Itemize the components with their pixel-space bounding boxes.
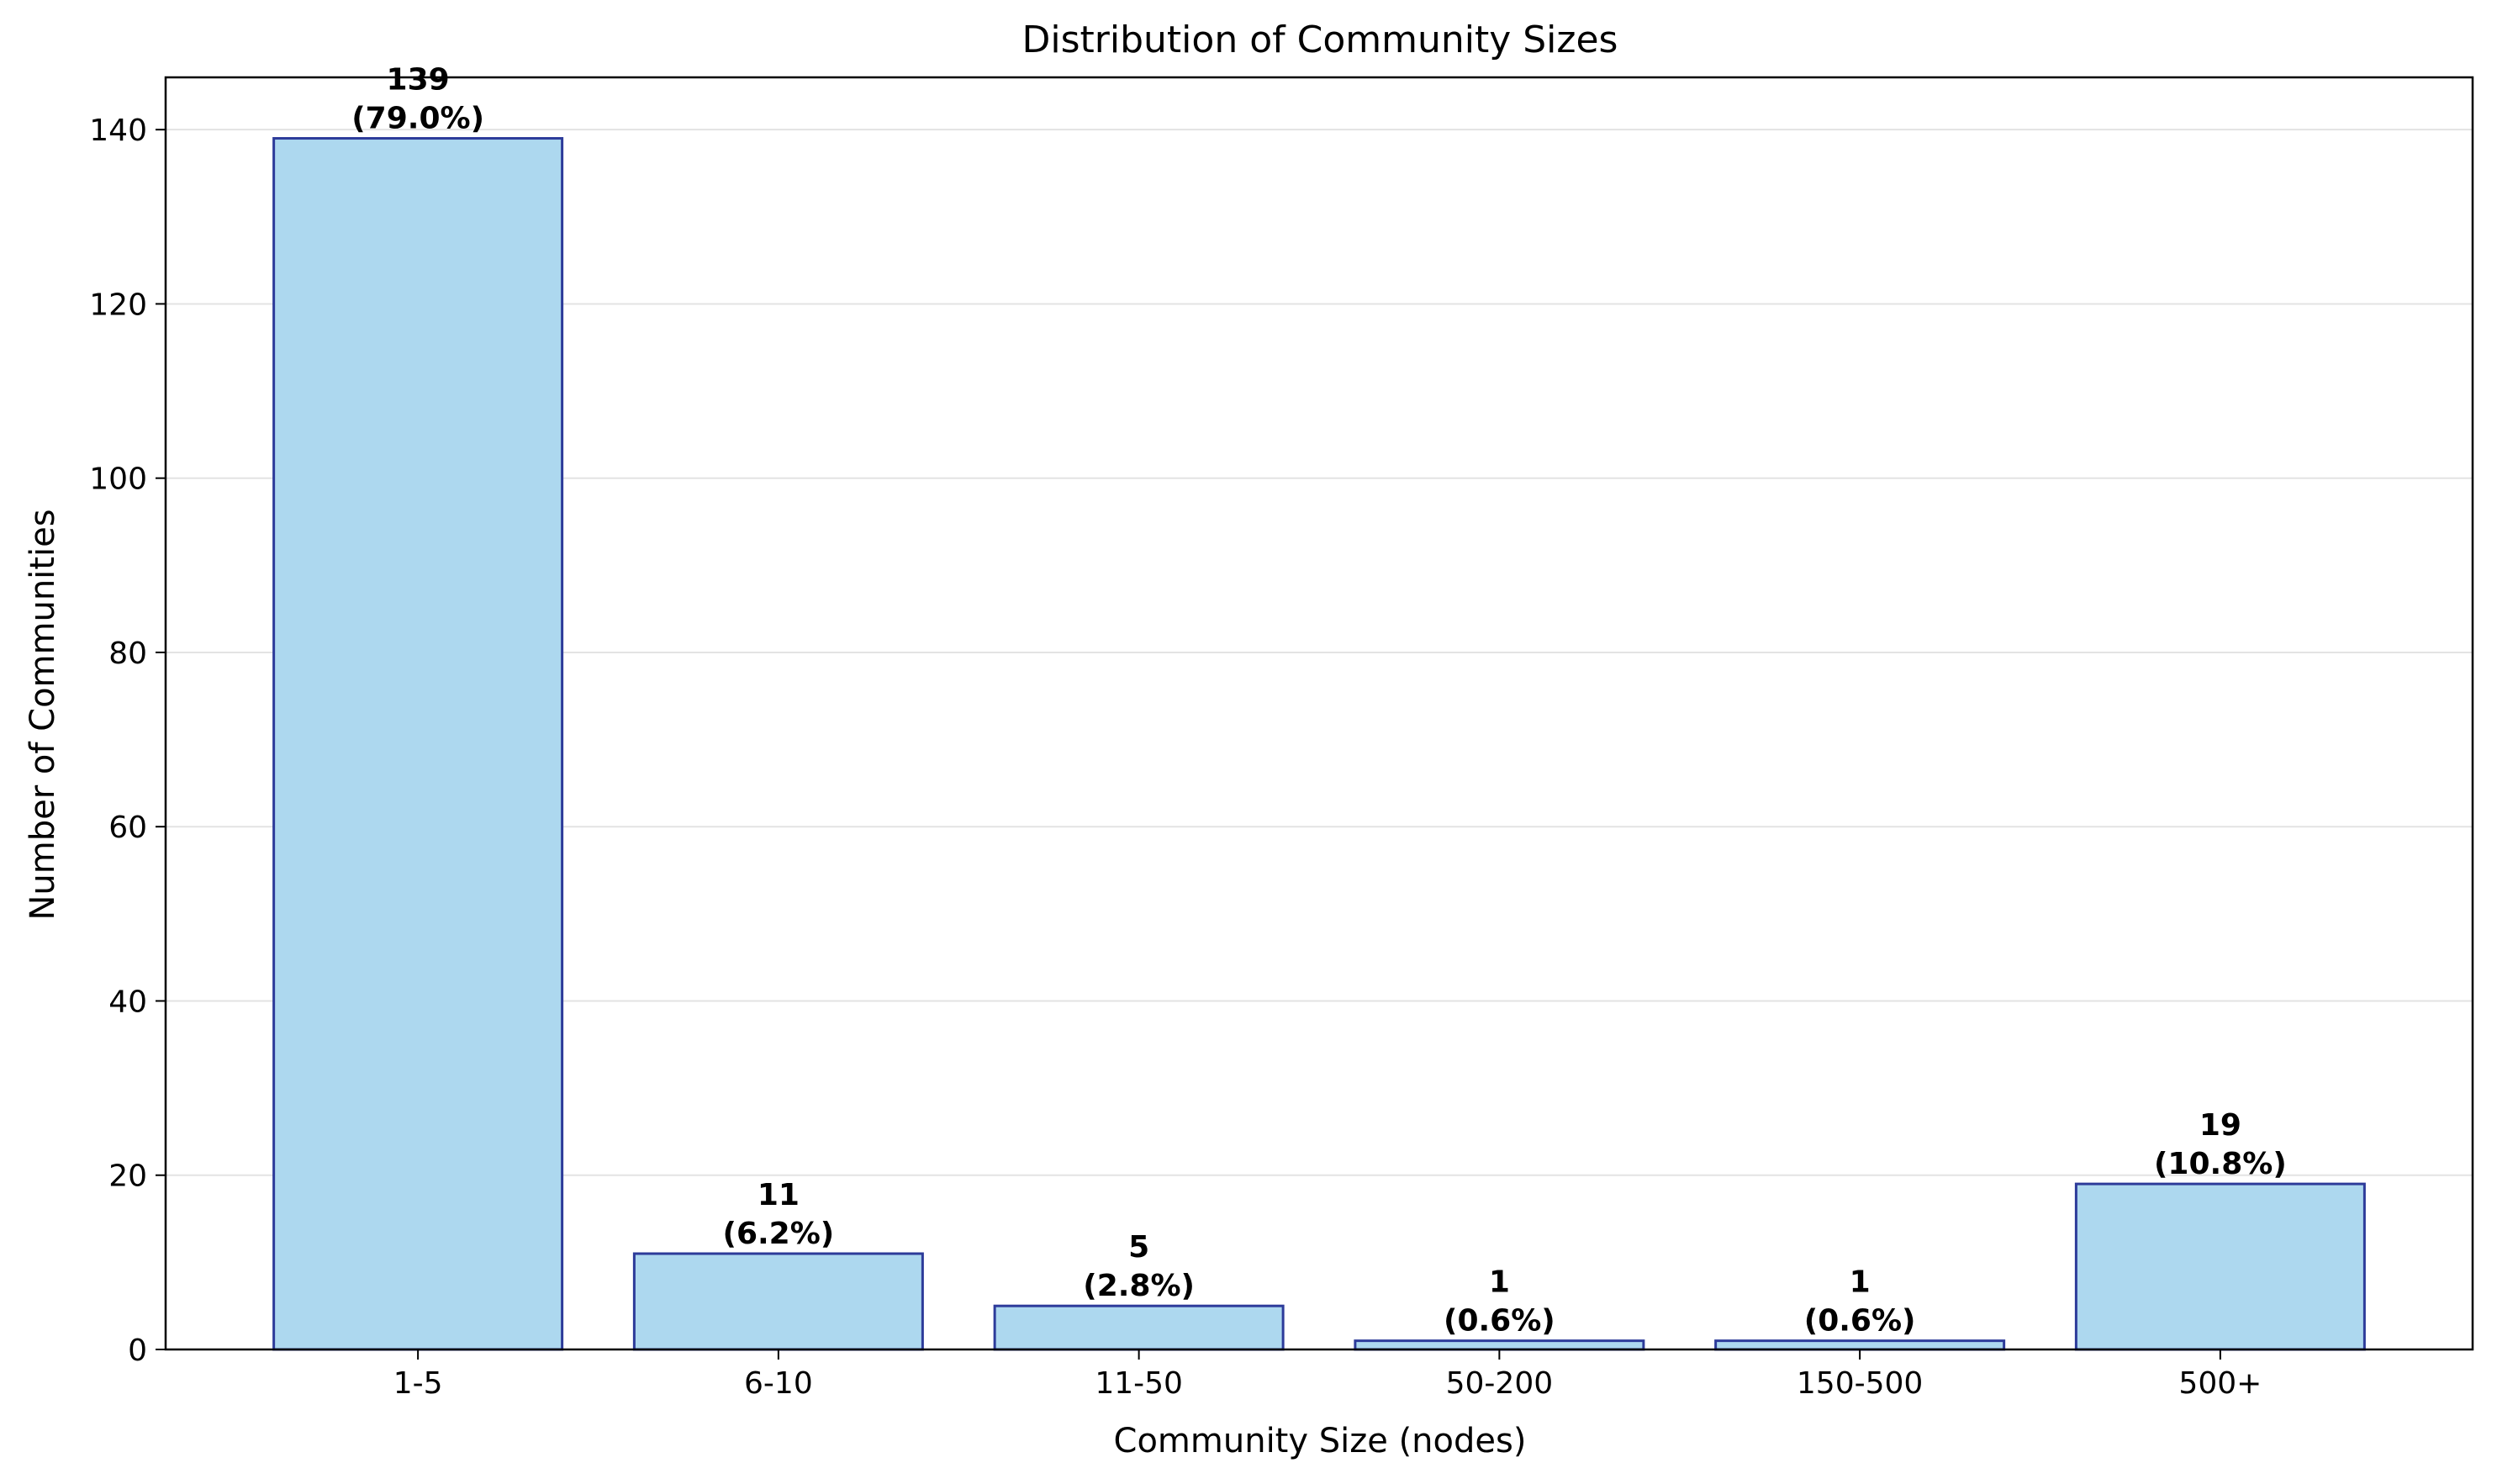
y-tick-label: 100 bbox=[89, 462, 147, 497]
bar-value-label: 1 bbox=[1489, 1265, 1510, 1300]
bar-value-label: 139 bbox=[387, 63, 450, 98]
bar bbox=[993, 1304, 1285, 1351]
bar-value-label: 5 bbox=[1128, 1230, 1149, 1265]
bar bbox=[2074, 1182, 2366, 1351]
bar-percent-label: (0.6%) bbox=[1444, 1304, 1555, 1339]
y-tick-label: 60 bbox=[108, 811, 147, 845]
bar-value-label: 1 bbox=[1850, 1265, 1871, 1300]
y-tick-label: 0 bbox=[128, 1333, 147, 1368]
x-tick-label: 6-10 bbox=[744, 1366, 813, 1401]
plot-frame bbox=[164, 76, 2474, 1351]
x-tick-label: 500+ bbox=[2178, 1366, 2262, 1401]
bars bbox=[272, 137, 2366, 1351]
bar bbox=[1354, 1339, 1645, 1351]
y-tick-label: 140 bbox=[89, 114, 147, 148]
y-tick-label: 120 bbox=[89, 288, 147, 322]
bar-value-labels: 139 (79.0%) 11 (6.2%) 5 (2.8%) 1 (0.6%) 1 (0.6%) 1… bbox=[351, 63, 2287, 1339]
y-tick-label: 40 bbox=[108, 985, 147, 1019]
x-tick-label: 11-50 bbox=[1095, 1366, 1183, 1401]
bar-percent-label: (0.6%) bbox=[1804, 1304, 1916, 1339]
chart-title: Distribution of Community Sizes bbox=[1022, 18, 1618, 61]
x-tick-label: 50-200 bbox=[1446, 1366, 1554, 1401]
bar bbox=[272, 137, 564, 1351]
bar-percent-label: (79.0%) bbox=[351, 102, 484, 136]
y-tick-label: 80 bbox=[108, 636, 147, 671]
bar-value-label: 19 bbox=[2199, 1108, 2241, 1143]
bar bbox=[632, 1252, 924, 1351]
bar-value-label: 11 bbox=[758, 1178, 800, 1212]
x-tick-label: 1-5 bbox=[393, 1366, 443, 1401]
y-tick-label: 20 bbox=[108, 1159, 147, 1194]
axes: 0 20 40 60 80 100 120 140 1-5 6-10 11-50 50-200 150-… bbox=[89, 76, 2474, 1401]
x-axis-label: Community Size (nodes) bbox=[1114, 1422, 1527, 1460]
bar bbox=[1714, 1339, 2006, 1351]
bar-percent-label: (2.8%) bbox=[1083, 1269, 1195, 1303]
y-axis-label: Number of Communities bbox=[24, 509, 62, 920]
x-tick-label: 150-500 bbox=[1797, 1366, 1923, 1401]
bar-percent-label: (6.2%) bbox=[723, 1217, 835, 1251]
bar-percent-label: (10.8%) bbox=[2154, 1147, 2287, 1181]
